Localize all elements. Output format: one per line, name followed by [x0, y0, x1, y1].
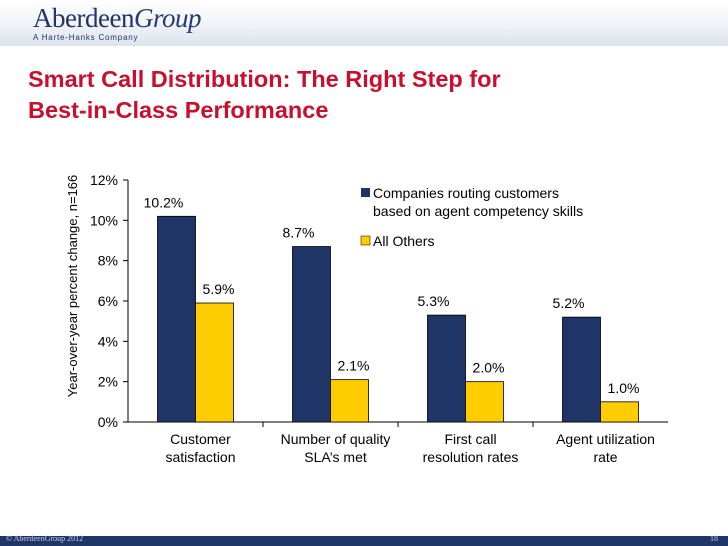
x-category-label: Agent utilization: [556, 431, 655, 447]
y-tick-label: 12%: [90, 172, 118, 188]
bar-value-label: 2.1%: [338, 358, 370, 374]
x-category-label: First call: [444, 431, 496, 447]
bar-value-label: 1.0%: [608, 380, 640, 396]
logo-wordmark-group: Group: [133, 3, 202, 33]
bar: [330, 379, 369, 423]
logo-tagline: A Harte-Hanks Company: [33, 33, 139, 42]
y-tick-label: 2%: [98, 374, 118, 390]
bar-value-label: 8.7%: [283, 225, 315, 241]
legend-label-series-1: based on agent competency skills: [373, 203, 583, 219]
footer-page-number: 18: [710, 534, 718, 543]
bar: [195, 302, 234, 423]
bar: [157, 215, 196, 423]
bar-value-label: 5.3%: [418, 293, 450, 309]
slide-title: Smart Call Distribution: The Right Step …: [28, 64, 668, 126]
bar-value-label: 2.0%: [473, 360, 505, 376]
footer-bar: © AberdeenGroup 2012 18: [0, 534, 728, 546]
aberdeen-logo: AberdeenGroup A Harte-Hanks Company: [33, 4, 201, 42]
y-tick-label: 4%: [98, 333, 118, 349]
legend-label-series-2: All Others: [373, 233, 434, 249]
bar: [600, 401, 639, 423]
legend-label-series-1: Companies routing customers: [373, 185, 559, 201]
y-tick-label: 6%: [98, 293, 118, 309]
x-category-label: satisfaction: [165, 449, 235, 465]
footer-copyright: © AberdeenGroup 2012: [6, 534, 84, 543]
x-category-label: Customer: [170, 431, 231, 447]
x-category-label: SLA’s met: [304, 449, 367, 465]
bar: [427, 314, 466, 423]
bar: [292, 246, 331, 423]
bar-value-label: 5.9%: [203, 281, 235, 297]
x-category-label: Number of quality: [281, 431, 391, 447]
legend-swatch-series-2: [360, 235, 371, 246]
y-tick-label: 8%: [98, 253, 118, 269]
legend-swatch-series-1: [361, 188, 370, 197]
slide-title-line-2: Best-in-Class Performance: [28, 97, 329, 123]
bar-value-label: 10.2%: [144, 194, 184, 210]
bar: [465, 381, 504, 423]
x-category-label: rate: [593, 449, 617, 465]
header-bar: AberdeenGroup A Harte-Hanks Company: [0, 0, 728, 46]
slide-title-line-1: Smart Call Distribution: The Right Step …: [28, 66, 501, 92]
y-tick-label: 0%: [98, 414, 118, 430]
x-category-label: resolution rates: [423, 449, 519, 465]
logo-wordmark: Aberdeen: [33, 3, 134, 33]
y-tick-label: 10%: [90, 212, 118, 228]
y-axis-title: Year-over-year percent change, n=166: [65, 175, 80, 397]
bar: [562, 316, 601, 423]
bar-value-label: 5.2%: [553, 295, 585, 311]
